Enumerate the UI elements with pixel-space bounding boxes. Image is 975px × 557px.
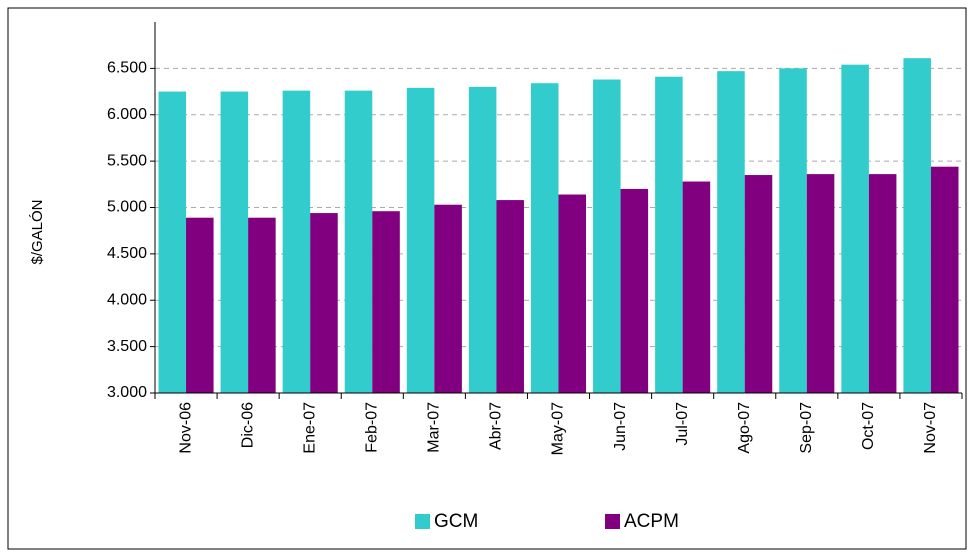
bar (779, 68, 807, 393)
bar (593, 79, 621, 393)
bar (717, 71, 745, 393)
x-tick-label: Ago-07 (736, 402, 753, 454)
bar (310, 213, 338, 393)
legend-label: ACPM (624, 511, 679, 532)
y-tick-label: 6.000 (107, 106, 147, 123)
bar (158, 91, 187, 393)
x-tick-label: Dic-06 (239, 402, 256, 448)
x-tick-label: Nov-07 (922, 402, 939, 454)
bar (868, 174, 897, 393)
bar (744, 175, 773, 393)
x-tick-label: Nov-06 (177, 402, 194, 454)
bar (930, 166, 959, 393)
legend-swatch (605, 514, 620, 529)
x-tick-label: Jul-07 (674, 402, 691, 446)
bar (558, 194, 587, 393)
x-tick-label: May-07 (550, 402, 567, 455)
bar (655, 76, 683, 393)
x-tick-label: Abr-07 (488, 402, 505, 450)
x-tick-label: Mar-07 (426, 402, 443, 453)
bar (530, 83, 559, 393)
y-tick-label: 6.500 (107, 60, 147, 77)
y-axis-label: $/GALÓN (29, 199, 46, 264)
y-tick-label: 3.500 (107, 338, 147, 355)
y-tick-label: 4.500 (107, 245, 147, 262)
x-tick-label: Sep-07 (798, 402, 815, 454)
x-tick-label: Jun-07 (612, 402, 629, 451)
bar (903, 58, 931, 394)
x-tick-label: Oct-07 (860, 402, 877, 450)
x-tick-label: Ene-07 (301, 402, 318, 454)
bar (434, 204, 462, 393)
bar (682, 181, 711, 393)
legend-label: GCM (434, 511, 478, 532)
legend-swatch (415, 514, 430, 529)
y-tick-label: 5.000 (107, 199, 147, 216)
bar (372, 211, 400, 393)
y-tick-label: 3.000 (107, 384, 147, 401)
bar (806, 174, 835, 393)
bar (186, 217, 214, 393)
bar (496, 200, 524, 393)
bar (220, 91, 249, 393)
bar (282, 90, 311, 393)
bar (841, 64, 869, 393)
bar (406, 87, 435, 393)
bar (344, 90, 373, 393)
x-tick-label: Feb-07 (363, 402, 380, 453)
bar (468, 86, 497, 394)
y-tick-label: 4.000 (107, 291, 147, 308)
bar (248, 217, 276, 393)
bar (620, 188, 649, 393)
y-tick-label: 5.500 (107, 152, 147, 169)
